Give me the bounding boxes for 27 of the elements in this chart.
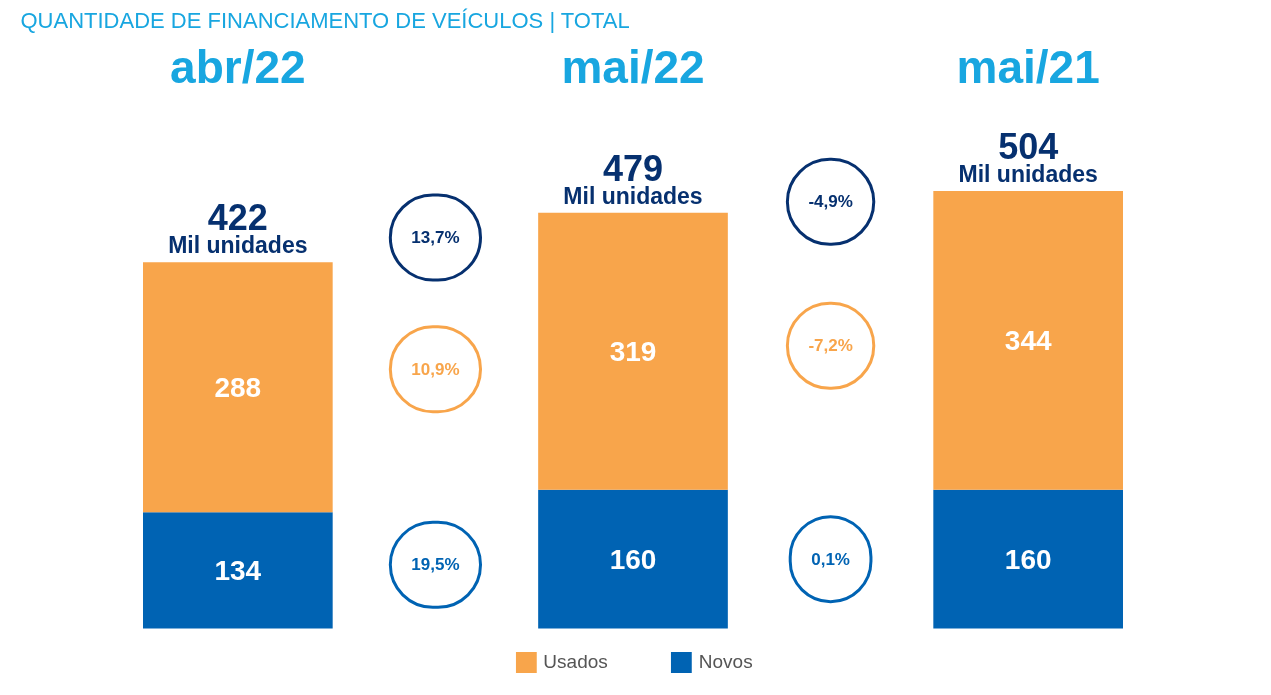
legend-label: Usados [543,651,608,673]
bar [538,489,728,629]
data-label: 319 [609,335,657,367]
chart-title: QUANTIDADE DE FINANCIAMENTO DE VEÍCULOS | TOTAL [20,7,630,33]
data-label: 160 [1004,543,1052,575]
data-label: 288 [214,371,262,403]
legend-label: Novos [698,651,753,673]
bar [933,489,1123,629]
annotation: 0,1% [811,549,850,569]
bar [143,262,333,513]
annotation: -4,9% [808,192,853,212]
annotation: -7,2% [808,336,853,356]
data-label: 160 [609,543,657,575]
annotation: Mil unidades [563,182,703,209]
x-tick-label: mai/22 [561,40,705,93]
annotation: Mil unidades [168,232,308,259]
bar [933,191,1123,490]
annotation: 13,7% [411,227,460,247]
annotation: Mil unidades [958,161,1098,188]
annotation: 19,5% [411,555,460,575]
annotation: 10,9% [411,359,460,379]
x-tick-label: abr/22 [170,40,306,93]
bar [538,212,728,490]
data-label: 134 [214,554,262,586]
bar [143,512,333,629]
x-tick-label: mai/21 [956,40,1100,93]
data-label: 344 [1004,324,1052,356]
